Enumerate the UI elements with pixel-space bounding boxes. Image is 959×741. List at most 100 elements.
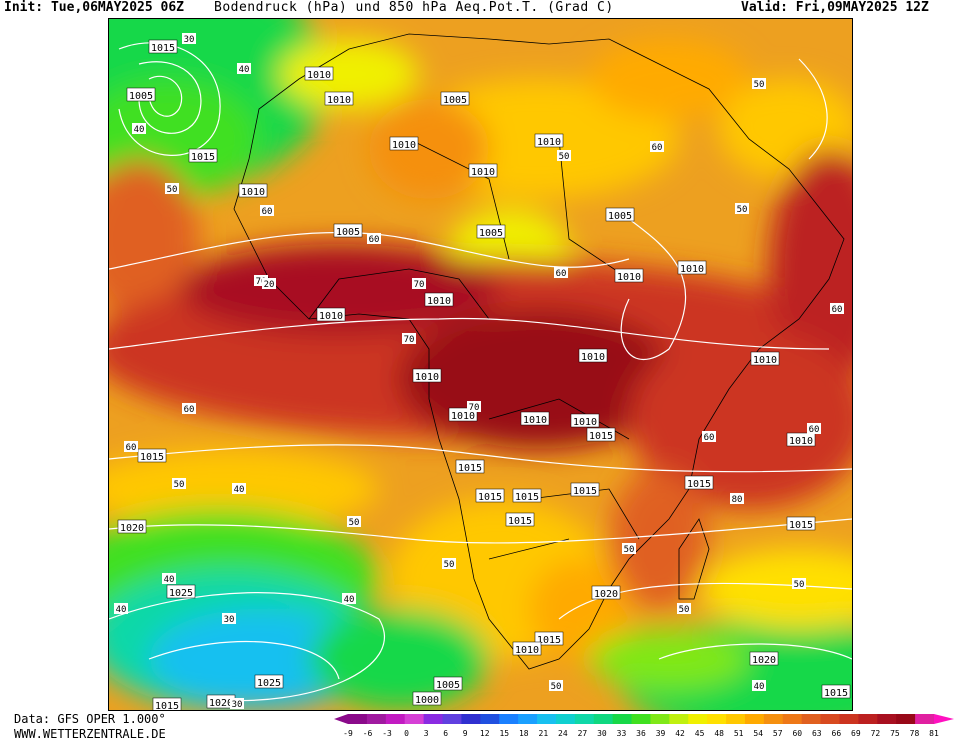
isobar-label: 1015 bbox=[786, 516, 816, 531]
ept-label: 50 bbox=[622, 543, 636, 555]
ept-label: 60 bbox=[702, 431, 716, 443]
ept-label: 70 bbox=[467, 401, 481, 413]
isobar-label: 1025 bbox=[254, 674, 284, 689]
ept-label: 40 bbox=[342, 593, 356, 605]
color-legend-under-arrow bbox=[334, 714, 348, 724]
isobar-label: 1010 bbox=[424, 292, 454, 307]
ept-label: 40 bbox=[162, 573, 176, 585]
color-legend-swatch bbox=[650, 714, 670, 724]
svg-text:1005: 1005 bbox=[436, 680, 460, 691]
ept-label: 60 bbox=[807, 423, 821, 435]
isobar-label: 1020 bbox=[117, 519, 147, 534]
color-legend-swatch bbox=[555, 714, 576, 724]
svg-text:1010: 1010 bbox=[523, 415, 547, 426]
svg-text:1015: 1015 bbox=[508, 516, 532, 527]
valid-time: Valid: Fri,09MAY2025 12Z bbox=[741, 0, 929, 15]
ept-label: 70 bbox=[402, 333, 416, 345]
color-legend-swatch bbox=[820, 714, 840, 724]
svg-text:1010: 1010 bbox=[327, 95, 351, 106]
isobar-label: 1010 bbox=[304, 66, 334, 81]
color-legend-tick-label: 12 bbox=[480, 729, 490, 738]
svg-text:1010: 1010 bbox=[573, 417, 597, 428]
isobar-label: 1020 bbox=[591, 585, 621, 600]
weather-map[interactable]: 1015 1005 1015 1010 1010 1005 1010 1010 … bbox=[108, 18, 853, 711]
isobar-label: 1015 bbox=[137, 448, 167, 463]
svg-text:1015: 1015 bbox=[155, 701, 179, 710]
svg-text:50: 50 bbox=[167, 185, 178, 195]
isobar-label: 1005 bbox=[476, 224, 506, 239]
isobar-label: 1015 bbox=[148, 39, 178, 54]
color-legend-tick-label: 57 bbox=[773, 729, 783, 738]
svg-text:1010: 1010 bbox=[537, 137, 561, 148]
isobar-label: 1015 bbox=[505, 512, 535, 527]
svg-text:1010: 1010 bbox=[241, 187, 265, 198]
color-legend-swatch bbox=[669, 714, 689, 724]
svg-text:1015: 1015 bbox=[824, 688, 848, 699]
color-legend-tick-label: 48 bbox=[714, 729, 724, 738]
svg-text:50: 50 bbox=[737, 205, 748, 215]
ept-label: 60 bbox=[367, 233, 381, 245]
svg-text:1005: 1005 bbox=[336, 227, 360, 238]
color-legend-ticks: -9 -6 -3 0 3 6 9 12 15 18 21 24 27 30 33 36 39 42 45 48 51 54… bbox=[343, 729, 939, 738]
color-legend-tick-label: 18 bbox=[519, 729, 529, 738]
ept-label: 50 bbox=[752, 78, 766, 90]
ept-labels: 40 40 30 50 60 60 70 70 60 50 60 50 50 6… bbox=[114, 33, 844, 710]
svg-text:1010: 1010 bbox=[515, 645, 539, 656]
color-legend-swatch bbox=[423, 714, 444, 724]
isobar-label: 1015 bbox=[684, 475, 714, 490]
isobar-label: 1010 bbox=[677, 260, 707, 275]
ept-label: 60 bbox=[182, 403, 196, 415]
ept-label: 50 bbox=[172, 478, 186, 490]
svg-text:1015: 1015 bbox=[151, 43, 175, 54]
color-legend-tick-label: 45 bbox=[695, 729, 705, 738]
svg-text:60: 60 bbox=[126, 443, 137, 453]
svg-text:60: 60 bbox=[809, 425, 820, 435]
color-legend-swatch bbox=[896, 714, 916, 724]
color-legend-swatch bbox=[915, 714, 935, 724]
color-legend-tick-label: 63 bbox=[812, 729, 822, 738]
init-time: Init: Tue,06MAY2025 06Z bbox=[4, 0, 185, 15]
svg-text:70: 70 bbox=[414, 280, 425, 290]
color-legend-tick-label: -9 bbox=[343, 729, 353, 738]
isobar-label: 1010 bbox=[786, 432, 816, 447]
color-legend-tick-label: 6 bbox=[443, 729, 448, 738]
svg-text:1015: 1015 bbox=[458, 463, 482, 474]
data-source-label: Data: GFS OPER 1.000° bbox=[14, 712, 166, 726]
ept-label: 50 bbox=[549, 680, 563, 692]
svg-text:60: 60 bbox=[704, 433, 715, 443]
color-legend-tick-label: 69 bbox=[851, 729, 861, 738]
svg-text:70: 70 bbox=[469, 403, 480, 413]
color-legend-swatch bbox=[763, 714, 784, 724]
svg-text:50: 50 bbox=[559, 152, 570, 162]
isobar-label: 1010 bbox=[750, 351, 780, 366]
isobar-label: 1005 bbox=[333, 223, 363, 238]
color-legend-swatch bbox=[385, 714, 406, 724]
isobars bbox=[109, 42, 852, 702]
svg-text:1005: 1005 bbox=[479, 228, 503, 239]
ept-label: 70 bbox=[412, 278, 426, 290]
svg-text:1010: 1010 bbox=[680, 264, 704, 275]
svg-text:1015: 1015 bbox=[515, 492, 539, 503]
color-legend-swatch bbox=[480, 714, 500, 724]
svg-text:40: 40 bbox=[134, 125, 145, 135]
ept-label: 50 bbox=[165, 183, 179, 195]
isobar-label: 1010 bbox=[412, 368, 442, 383]
color-legend-tick-label: 24 bbox=[558, 729, 568, 738]
isobar-labels: 1015 1005 1015 1010 1010 1005 1010 1010 … bbox=[117, 39, 851, 710]
ept-label: 40 bbox=[114, 603, 128, 615]
color-legend-swatch bbox=[404, 714, 425, 724]
svg-text:40: 40 bbox=[116, 605, 127, 615]
color-legend-tick-label: 78 bbox=[910, 729, 920, 738]
color-legend-swatch bbox=[688, 714, 708, 724]
svg-text:60: 60 bbox=[652, 143, 663, 153]
svg-text:1015: 1015 bbox=[537, 635, 561, 646]
svg-text:1010: 1010 bbox=[471, 167, 495, 178]
svg-text:1010: 1010 bbox=[427, 296, 451, 307]
svg-text:40: 40 bbox=[344, 595, 355, 605]
color-legend-tick-label: 33 bbox=[617, 729, 627, 738]
svg-text:30: 30 bbox=[224, 615, 235, 625]
ept-label: 30 bbox=[222, 613, 236, 625]
svg-text:1015: 1015 bbox=[573, 486, 597, 497]
ept-label: 50 bbox=[735, 203, 749, 215]
svg-text:40: 40 bbox=[754, 682, 765, 692]
